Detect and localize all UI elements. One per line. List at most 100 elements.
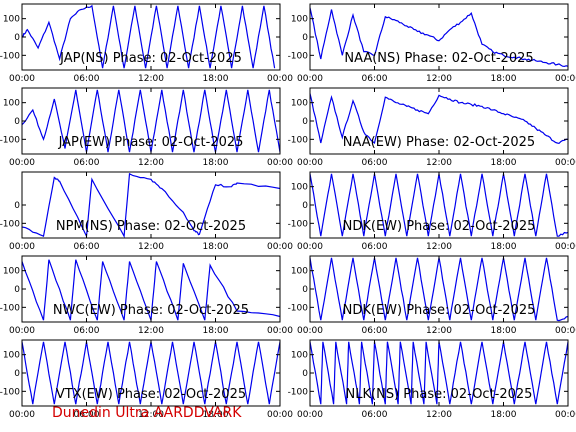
x-tick-label: 00:00 [555,410,576,420]
x-tick-label: 00:00 [267,158,293,168]
y-tick-label: 100 [3,351,20,361]
y-tick-label: -100 [0,219,20,229]
x-tick-label: 00:00 [267,410,293,420]
x-tick-label: 12:00 [138,242,164,252]
y-tick-label: 0 [14,33,20,43]
y-tick-label: -100 [288,135,309,145]
x-tick-label: 12:00 [426,158,452,168]
chart-panel: 100 0 -100 00:00 06:00 12:00 18:00 00:00 VTX(EW)… [0,339,293,420]
x-tick-label: 00:00 [267,74,293,84]
y-tick-label: 0 [302,117,308,127]
chart-panel: 100 0 -100 00:00 06:00 12:00 18:00 00:00 NAA(NS)… [288,3,576,84]
x-tick-label: 00:00 [297,326,323,336]
series-line [309,7,569,68]
chart-title: NDK(EW) Phase: 02-Oct-2025 [343,219,536,234]
y-tick-label: 100 [291,183,308,193]
x-tick-label: 06:00 [74,410,100,420]
x-tick-label: 18:00 [203,326,229,336]
chart-title: JAP(EW) Phase: 02-Oct-2025 [58,135,244,150]
chart-title: JAP(NS) Phase: 02-Oct-2025 [59,51,242,66]
y-tick-label: 0 [14,201,20,211]
x-tick-label: 12:00 [426,326,452,336]
x-tick-label: 06:00 [362,326,388,336]
chart-panel: 100 0 -100 00:00 06:00 12:00 18:00 00:00 NAA(EW)… [288,87,576,168]
x-tick-label: 18:00 [491,74,517,84]
x-tick-label: 06:00 [74,74,100,84]
x-tick-label: 18:00 [491,326,517,336]
y-tick-label: -100 [0,387,20,397]
y-tick-label: 0 [302,201,308,211]
x-tick-label: 18:00 [203,158,229,168]
series-line [21,259,281,321]
x-tick-label: 12:00 [426,410,452,420]
chart-panel: 100 0 -100 00:00 06:00 12:00 18:00 00:00 NDK(EW)… [288,255,576,336]
x-tick-label: 12:00 [138,74,164,84]
x-tick-label: 00:00 [9,326,35,336]
x-tick-label: 06:00 [74,326,100,336]
y-tick-label: -100 [0,135,20,145]
series-line [309,93,569,145]
series-line [21,4,276,69]
chart-title: NAA(NS) Phase: 02-Oct-2025 [344,51,533,66]
x-tick-label: 00:00 [9,410,35,420]
x-tick-label: 00:00 [555,158,576,168]
chart-title: NPM(NS) Phase: 02-Oct-2025 [56,219,246,234]
x-tick-label: 06:00 [74,158,100,168]
y-tick-label: 100 [3,15,20,25]
x-tick-label: 12:00 [426,74,452,84]
x-tick-label: 18:00 [491,410,517,420]
y-tick-label: 100 [291,351,308,361]
x-tick-label: 06:00 [74,242,100,252]
x-tick-label: 00:00 [297,242,323,252]
series-line [309,341,569,405]
x-tick-label: 00:00 [267,326,293,336]
x-tick-label: 18:00 [203,74,229,84]
chart-panel: 100 0 -100 00:00 06:00 12:00 18:00 00:00 NWC(EW)… [0,255,293,336]
chart-panel: 100 0 -100 00:00 06:00 12:00 18:00 00:00 NLK(NS)… [288,339,576,420]
y-tick-label: 0 [302,285,308,295]
x-tick-label: 12:00 [138,410,164,420]
y-tick-label: 100 [3,267,20,277]
x-tick-label: 06:00 [362,410,388,420]
x-tick-label: 12:00 [426,242,452,252]
chart-title: NLK(NS) Phase: 02-Oct-2025 [346,387,533,402]
y-tick-label: 0 [14,369,20,379]
y-tick-label: 100 [291,99,308,109]
x-tick-label: 00:00 [9,74,35,84]
x-tick-label: 18:00 [491,158,517,168]
chart-panel: 100 0 -100 00:00 06:00 12:00 18:00 00:00 JAP(EW)… [0,87,293,168]
x-tick-label: 06:00 [362,74,388,84]
x-tick-label: 00:00 [9,158,35,168]
y-tick-label: -100 [288,219,309,229]
x-tick-label: 00:00 [555,242,576,252]
x-tick-label: 00:00 [297,410,323,420]
y-tick-label: 0 [302,369,308,379]
chart-panel: 100 0 -100 00:00 06:00 12:00 18:00 00:00 NDK(EW)… [288,171,576,252]
y-tick-label: -100 [288,303,309,313]
chart-title: NWC(EW) Phase: 02-Oct-2025 [53,303,249,318]
footer-label: Dunedin Ultra AARDDVARK [52,405,242,421]
chart-panel: 0 -100 00:00 06:00 12:00 18:00 00:00 NPM(NS) Ph… [0,171,293,252]
x-tick-label: 06:00 [362,242,388,252]
chart-panel: 100 0 -100 00:00 06:00 12:00 18:00 00:00 JAP(NS)… [0,3,293,84]
x-tick-label: 18:00 [203,242,229,252]
x-tick-label: 00:00 [555,74,576,84]
y-tick-label: -100 [288,51,309,61]
y-tick-label: 0 [14,285,20,295]
y-tick-label: 100 [3,99,20,109]
chart-title: VTX(EW) Phase: 02-Oct-2025 [56,387,246,402]
series-line [21,172,281,239]
y-tick-label: -100 [0,303,20,313]
x-tick-label: 06:00 [362,158,388,168]
y-tick-label: -100 [288,387,309,397]
x-tick-label: 12:00 [138,158,164,168]
y-tick-label: 100 [291,15,308,25]
y-tick-label: -100 [0,51,20,61]
y-tick-label: 0 [302,33,308,43]
y-tick-label: 100 [291,267,308,277]
x-tick-label: 00:00 [9,242,35,252]
chart-title: NAA(EW) Phase: 02-Oct-2025 [343,135,535,150]
y-tick-label: 0 [14,117,20,127]
x-tick-label: 18:00 [203,410,229,420]
